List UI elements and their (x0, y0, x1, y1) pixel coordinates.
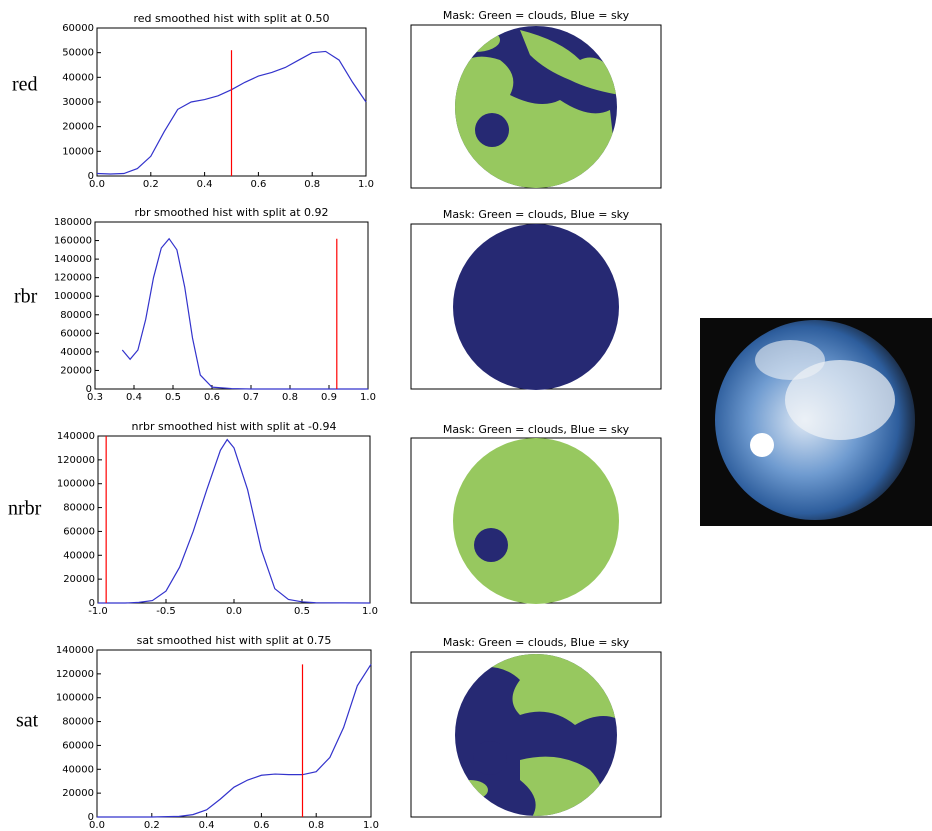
mask-clouds (453, 438, 619, 604)
sky-photo (700, 318, 932, 526)
x-tick-label: 0.9 (321, 392, 337, 403)
x-tick-label: 0.6 (253, 820, 269, 831)
y-tick-label: 140000 (54, 254, 92, 265)
hist-line (97, 663, 372, 818)
photo-sun (750, 433, 774, 457)
y-tick-label: 40000 (63, 550, 95, 561)
x-tick-label: 1.0 (363, 820, 379, 831)
y-tick-label: 120000 (54, 273, 92, 284)
y-tick-label: 120000 (57, 455, 95, 466)
chart-title: rbr smoothed hist with split at 0.92 (134, 206, 328, 219)
hist-line (98, 438, 371, 604)
y-tick-label: 120000 (56, 669, 94, 680)
y-tick-label: 60000 (60, 328, 92, 339)
plot-frame (94, 221, 369, 390)
y-tick-label: 20000 (60, 365, 92, 376)
chart-title: red smoothed hist with split at 0.50 (133, 12, 329, 25)
x-tick-label: 0.4 (199, 820, 215, 831)
y-tick-label: 100000 (57, 479, 95, 490)
x-tick-label: 1.0 (362, 606, 378, 617)
y-tick-label: 0 (86, 384, 92, 395)
plot-frame (96, 649, 372, 818)
y-tick-label: 20000 (63, 574, 95, 585)
chart-title: nrbr smoothed hist with split at -0.94 (132, 420, 337, 433)
x-tick-label: 0.8 (304, 179, 320, 190)
mask-title: Mask: Green = clouds, Blue = sky (443, 208, 630, 221)
row-label: red (12, 74, 38, 96)
mask-sky (453, 224, 619, 390)
y-tick-label: 40000 (62, 764, 94, 775)
y-tick-label: 20000 (62, 788, 94, 799)
y-tick-label: 0 (89, 598, 95, 609)
x-tick-label: 0.8 (282, 392, 298, 403)
x-tick-label: 1.0 (358, 179, 374, 190)
mask-panel: Mask: Green = clouds, Blue = sky (410, 636, 662, 818)
x-tick-label: 0.2 (144, 820, 160, 831)
x-tick-label: -0.5 (156, 606, 176, 617)
y-tick-label: 0 (88, 812, 94, 823)
x-tick-label: 0.2 (143, 179, 159, 190)
x-tick-label: 0.5 (294, 606, 310, 617)
photo-cloud (785, 360, 895, 440)
y-tick-label: 30000 (62, 97, 94, 108)
row-label: sat (16, 710, 39, 732)
y-tick-label: 180000 (54, 217, 92, 228)
mask-sun (474, 528, 508, 562)
y-tick-label: 0 (88, 171, 94, 182)
y-tick-label: 20000 (62, 122, 94, 133)
x-tick-label: 0.0 (226, 606, 242, 617)
y-tick-label: 160000 (54, 236, 92, 247)
x-tick-label: 0.8 (308, 820, 324, 831)
row-label: nrbr (8, 498, 42, 520)
x-tick-label: 0.7 (243, 392, 259, 403)
y-tick-label: 100000 (56, 693, 94, 704)
y-tick-label: 50000 (62, 48, 94, 59)
x-tick-label: 0.5 (165, 392, 181, 403)
y-tick-label: 60000 (63, 526, 95, 537)
x-tick-label: 1.0 (360, 392, 376, 403)
x-tick-label: 0.0 (89, 179, 105, 190)
y-tick-label: 10000 (62, 146, 94, 157)
photo-cloud (755, 340, 825, 380)
y-tick-label: 140000 (56, 645, 94, 656)
x-tick-label: 0.4 (126, 392, 142, 403)
mask-panel: Mask: Green = clouds, Blue = sky (410, 9, 662, 189)
y-tick-label: 80000 (63, 503, 95, 514)
chart-title: sat smoothed hist with split at 0.75 (137, 634, 332, 647)
y-tick-label: 40000 (62, 72, 94, 83)
mask-title: Mask: Green = clouds, Blue = sky (443, 9, 630, 22)
mask-sun (473, 741, 507, 775)
x-tick-label: -1.0 (88, 606, 108, 617)
mask-title: Mask: Green = clouds, Blue = sky (443, 636, 630, 649)
plot-frame (97, 435, 371, 604)
x-tick-label: 0.6 (204, 392, 220, 403)
y-tick-label: 80000 (62, 717, 94, 728)
y-tick-label: 60000 (62, 23, 94, 34)
row-label: rbr (14, 286, 38, 308)
y-tick-label: 40000 (60, 347, 92, 358)
mask-title: Mask: Green = clouds, Blue = sky (443, 423, 630, 436)
y-tick-label: 80000 (60, 310, 92, 321)
x-tick-label: 0.3 (87, 392, 103, 403)
y-tick-label: 140000 (57, 431, 95, 442)
mask-sun (475, 113, 509, 147)
y-tick-label: 60000 (62, 740, 94, 751)
y-tick-label: 100000 (54, 291, 92, 302)
x-tick-label: 0.4 (197, 179, 213, 190)
mask-panel: Mask: Green = clouds, Blue = sky (410, 423, 662, 604)
hist-line (121, 237, 368, 390)
x-tick-label: 0.0 (89, 820, 105, 831)
mask-panel: Mask: Green = clouds, Blue = sky (410, 208, 662, 390)
x-tick-label: 0.6 (250, 179, 266, 190)
